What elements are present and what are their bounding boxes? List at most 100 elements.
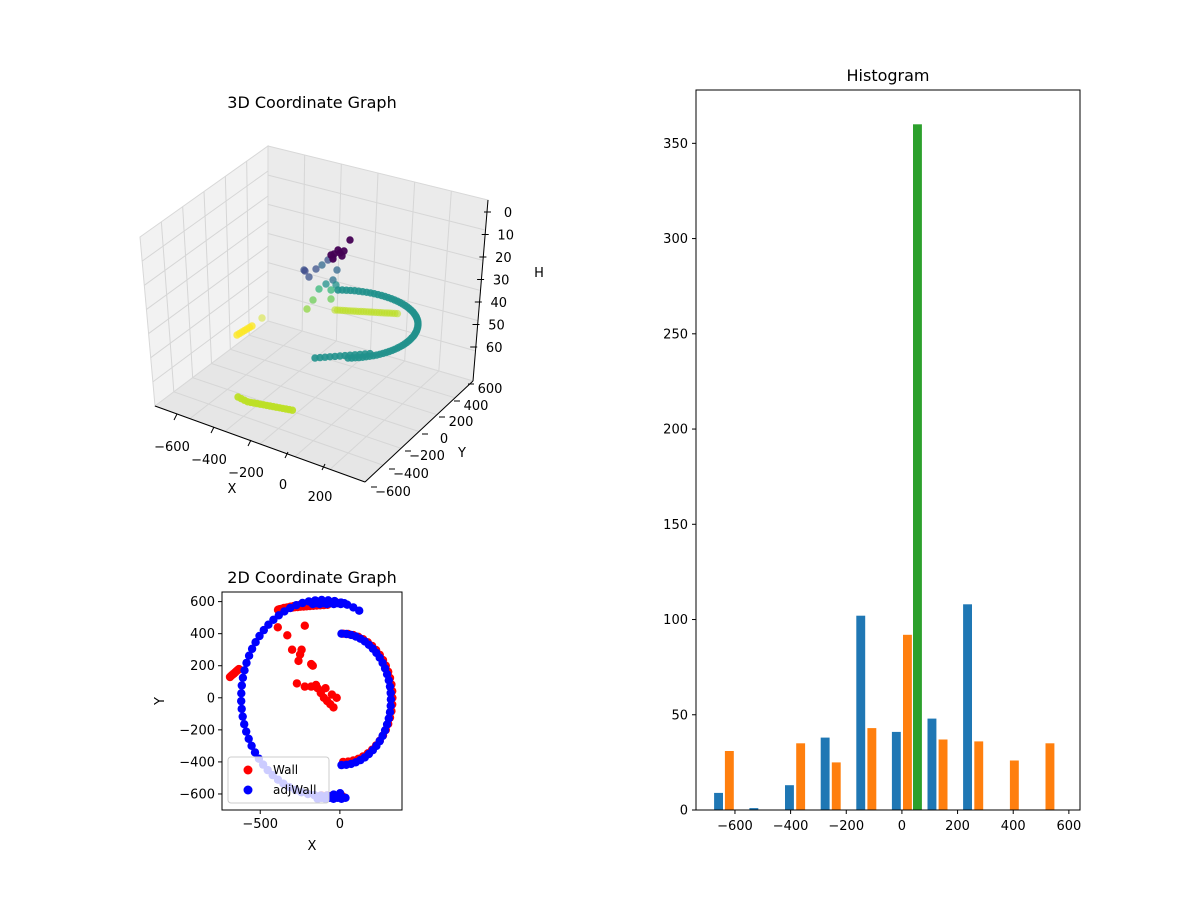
2d-y-tick-label: 0: [207, 691, 215, 706]
legend-wall-marker: [243, 765, 253, 775]
histogram-bar: [867, 728, 877, 810]
histogram-bar: [820, 737, 830, 810]
3d-x-tick-label: −200: [228, 466, 264, 481]
2d-scatter-point: [292, 679, 302, 688]
3d-z-tick-label: 20: [495, 251, 512, 266]
3d-z-tick-label: 40: [491, 296, 508, 311]
2d-scatter-point: [238, 673, 248, 682]
3d-z-tick-label: 0: [504, 206, 512, 221]
2d-y-tick-label: −200: [179, 723, 215, 738]
histogram-x-tick-label: −200: [828, 819, 864, 834]
2d-y-axis-label: Y: [153, 697, 168, 706]
3d-y-tick-label: 200: [449, 415, 474, 430]
3d-scatter-point: [333, 266, 341, 274]
3d-scatter-point: [322, 280, 330, 288]
2d-scatter-point: [273, 623, 282, 632]
histogram-title: Histogram: [847, 66, 930, 85]
3d-grid-line: [148, 245, 269, 334]
histogram-bar: [796, 743, 806, 810]
2d-coordinate-graph: 2D Coordinate Graph −500 0 −600 −400 −200 0 20…: [153, 568, 403, 854]
histogram-bar: [1045, 743, 1055, 810]
3d-y-tick-label: −400: [393, 467, 429, 482]
3d-scatter-point: [312, 265, 320, 273]
3d-scatter-point: [303, 305, 311, 313]
2d-x-tick-label: 0: [336, 817, 344, 832]
3d-z-axis-label: H: [534, 266, 544, 281]
2d-chart-title: 2D Coordinate Graph: [227, 568, 396, 587]
2d-scatter-point: [247, 741, 256, 750]
2d-x-tick-label: −500: [242, 817, 278, 832]
2d-scatter-point: [384, 676, 393, 685]
3d-scatter-point: [327, 286, 335, 294]
3d-y-tick-label: 600: [478, 382, 503, 397]
histogram-x-tick-label: −400: [773, 819, 809, 834]
3d-x-tick: [210, 426, 215, 434]
2d-scatter-point: [327, 690, 337, 699]
3d-grid-line: [150, 270, 269, 359]
3d-x-tick-label: 0: [279, 478, 287, 493]
histogram-bar: [963, 604, 972, 810]
2d-x-axis-label: X: [308, 839, 317, 854]
histogram-bar: [938, 739, 948, 810]
3d-x-tick-label: −400: [191, 453, 227, 468]
histogram-frame: [695, 89, 1081, 811]
2d-scatter-point: [237, 681, 246, 690]
3d-grid-line: [152, 295, 269, 383]
histogram-x-tick-label: 600: [1056, 819, 1081, 834]
3d-scatter-point: [332, 281, 340, 289]
histogram-y-tick-label: 0: [680, 804, 688, 819]
2d-scatter-point: [237, 689, 246, 698]
3d-x-axis-line: [154, 405, 366, 483]
histogram-y-tick-label: 300: [663, 232, 688, 247]
histogram-y-tick-label: 200: [663, 423, 688, 438]
2d-scatter-point: [294, 656, 303, 666]
2d-scatter-point: [385, 708, 395, 717]
3d-grid-line: [249, 334, 456, 399]
histogram-bar: [831, 762, 841, 810]
3d-scatter-point: [305, 273, 313, 281]
3d-scatter-point: [366, 349, 374, 358]
3d-scatter-points: [233, 236, 422, 414]
2d-ticks: −500 0 −600 −400 −200 0 200 400 600: [179, 595, 344, 832]
3d-scatter-point: [288, 406, 297, 414]
2d-scatter-point: [244, 651, 254, 660]
3d-scatter-point: [334, 246, 342, 254]
histogram-bar: [1009, 760, 1019, 810]
3d-scatter-point: [338, 252, 346, 260]
3d-y-axis-line: [364, 380, 474, 483]
2d-scatter-point: [242, 727, 251, 736]
legend-box: [227, 756, 330, 804]
histogram-plot-area: [696, 90, 1080, 810]
2d-scatter-point: [300, 621, 309, 630]
2d-scatter-point: [259, 625, 268, 635]
3d-scatter-point: [318, 261, 326, 269]
histogram-x-tick-label: 400: [1001, 819, 1026, 834]
histogram-y-tick-label: 100: [663, 613, 688, 628]
histogram-y-tick-label: 350: [663, 137, 688, 152]
3d-y-tick-label: 0: [440, 432, 448, 447]
2d-scatter-point: [341, 793, 350, 802]
3d-z-tick-label: 30: [493, 274, 510, 289]
3d-x-tick: [247, 439, 252, 447]
histogram-bar: [891, 731, 901, 810]
3d-scatter-point: [393, 309, 402, 318]
3d-z-axis-line: [472, 199, 489, 382]
2d-scatter-point: [247, 644, 257, 653]
3d-z-tick-label: 10: [497, 229, 514, 244]
histogram-bars: [714, 124, 1055, 811]
3d-gridlines: [141, 154, 486, 470]
2d-legend: Wall adjWall: [227, 756, 330, 804]
histogram-x-tick-label: 200: [945, 819, 970, 834]
3d-grid-line: [182, 206, 194, 378]
2d-scatter-point: [386, 695, 396, 704]
legend-adjwall-label: adjWall: [273, 783, 316, 797]
2d-scatter-point: [283, 631, 292, 640]
2d-scatter-point: [329, 703, 338, 712]
2d-scatter-point: [386, 701, 395, 710]
2d-scatter-point: [300, 682, 309, 691]
3d-y-tick-label: −600: [375, 485, 411, 500]
3d-grid-line: [143, 195, 269, 286]
3d-grid-line: [146, 220, 269, 310]
2d-scatter-point: [242, 658, 251, 668]
